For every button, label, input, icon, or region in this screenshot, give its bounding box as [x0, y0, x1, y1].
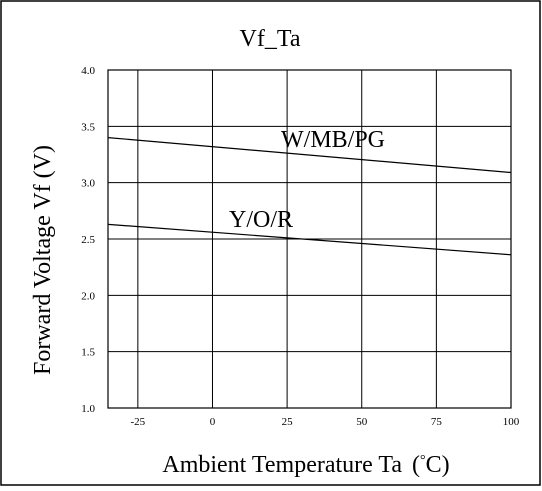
y-tick-label: 3.0 — [81, 178, 95, 190]
chart-title: Vf_Ta — [240, 26, 301, 52]
x-tick-label: -25 — [131, 416, 146, 428]
x-tick-label: 0 — [210, 416, 216, 428]
y-tick-label: 2.0 — [81, 290, 95, 302]
y-axis-label: Forward Voltage Vf (V) — [30, 145, 56, 375]
y-tick-label: 3.5 — [81, 121, 95, 133]
x-tick-label: 100 — [503, 416, 520, 428]
series-line-y-o-r — [108, 224, 511, 254]
series-group: W/MB/PG Y/O/R — [108, 127, 511, 255]
y-tick-labels: 1.0 1.5 2.0 2.5 3.0 3.5 4.0 — [81, 65, 95, 415]
x-axis-label-text: Ambient Temperature Ta — [162, 452, 402, 478]
x-tick-label: 75 — [431, 416, 443, 428]
series-label: Y/O/R — [229, 207, 293, 233]
x-tick-labels: -25 0 25 50 75 100 — [131, 416, 520, 428]
y-tick-label: 4.0 — [81, 65, 95, 77]
x-axis-unit-tail: C) — [426, 452, 450, 478]
x-tick-label: 25 — [282, 416, 294, 428]
x-axis-label: Ambient Temperature Ta(°C) — [162, 452, 449, 478]
x-tick-label: 50 — [356, 416, 368, 428]
y-tick-label: 2.5 — [81, 234, 95, 246]
x-axis-unit-open: ( — [412, 452, 420, 478]
y-tick-label: 1.5 — [81, 347, 95, 359]
y-tick-label: 1.0 — [81, 403, 95, 415]
series-label: W/MB/PG — [281, 127, 385, 153]
